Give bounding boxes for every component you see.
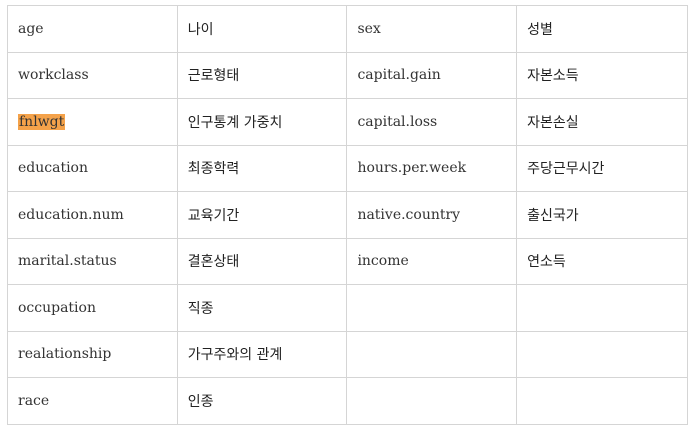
table-row: fnlwgt 인구통계 가중치 capital.loss 자본손실 [7, 98, 688, 146]
korean-label-cell: 최종학력 [176, 144, 348, 192]
variable-name-cell: workclass [7, 51, 178, 99]
table-row: workclass 근로형태 capital.gain 자본소득 [7, 51, 688, 99]
korean-label-cell: 나이 [176, 5, 348, 53]
variable-name: race [18, 392, 50, 409]
korean-label: 근로형태 [187, 68, 240, 85]
variable-name: income [357, 253, 409, 270]
variable-name-cell: education.num [7, 191, 178, 239]
korean-label-cell: 가구주와의 관계 [176, 330, 348, 378]
korean-label: 결혼상태 [187, 254, 240, 271]
variable-name-cell: capital.gain [346, 51, 518, 99]
korean-label: 최종학력 [187, 161, 240, 178]
korean-label-cell: 성별 [516, 5, 688, 53]
table-row: realationship 가구주와의 관계 [7, 330, 688, 378]
table-row: race 인종 [7, 377, 688, 425]
variable-name-cell: native.country [346, 191, 518, 239]
korean-label: 인종 [187, 393, 214, 410]
korean-label-cell: 직종 [176, 284, 348, 332]
korean-label-cell: 연소득 [516, 237, 688, 285]
korean-label: 직종 [187, 300, 214, 317]
empty-cell [516, 284, 688, 332]
korean-label-cell: 출신국가 [516, 191, 688, 239]
variable-name: education [18, 160, 88, 177]
variable-name: capital.gain [357, 67, 441, 84]
variable-name-cell: race [7, 377, 178, 425]
korean-label: 교육기간 [187, 207, 240, 224]
variable-name: education.num [18, 206, 124, 223]
korean-label-cell: 인구통계 가중치 [176, 98, 348, 146]
variable-name-cell: occupation [7, 284, 178, 332]
table-row: education 최종학력 hours.per.week 주당근무시간 [7, 144, 688, 192]
korean-label-cell: 자본손실 [516, 98, 688, 146]
variable-name: sex [357, 20, 381, 37]
korean-label: 성별 [527, 21, 553, 38]
variable-name: hours.per.week [357, 160, 467, 177]
variable-name-cell: hours.per.week [346, 144, 518, 192]
korean-label: 나이 [187, 21, 214, 38]
variable-name-cell: capital.loss [346, 98, 518, 146]
highlighted-variable-name: fnlwgt [18, 113, 66, 130]
korean-label: 출신국가 [527, 207, 579, 224]
variable-name-cell: education [7, 144, 178, 192]
korean-label: 인구통계 가중치 [187, 114, 283, 131]
table-row: age 나이 sex 성별 [7, 5, 688, 53]
variable-name: capital.loss [357, 113, 438, 130]
table-row: education.num 교육기간 native.country 출신국가 [7, 191, 688, 239]
korean-label: 연소득 [527, 254, 566, 271]
variable-name: native.country [357, 206, 461, 223]
variable-name-cell: sex [346, 5, 518, 53]
variable-name-cell: realationship [7, 330, 178, 378]
empty-cell [346, 377, 518, 425]
table-row: marital.status 결혼상태 income 연소득 [7, 237, 688, 285]
korean-label: 가구주와의 관계 [187, 347, 283, 364]
korean-label: 자본손실 [527, 114, 579, 131]
variable-name: occupation [18, 299, 96, 316]
korean-label-cell: 자본소득 [516, 51, 688, 99]
empty-cell [516, 377, 688, 425]
variable-name: workclass [18, 67, 89, 84]
empty-cell [346, 284, 518, 332]
empty-cell [346, 330, 518, 378]
table-row: occupation 직종 [7, 284, 688, 332]
empty-cell [516, 330, 688, 378]
variable-name-cell: marital.status [7, 237, 178, 285]
variable-name: age [18, 20, 44, 37]
korean-label-cell: 근로형태 [176, 51, 348, 99]
korean-label-cell: 인종 [176, 377, 348, 425]
variable-name: realationship [18, 346, 112, 363]
korean-label: 자본소득 [527, 68, 579, 85]
korean-label-cell: 결혼상태 [176, 237, 348, 285]
korean-label: 주당근무시간 [527, 161, 605, 178]
variable-name-cell: income [346, 237, 518, 285]
korean-label-cell: 주당근무시간 [516, 144, 688, 192]
korean-label-cell: 교육기간 [176, 191, 348, 239]
variable-table: age 나이 sex 성별 workclass 근로형태 capital.gai… [7, 5, 688, 425]
variable-name: marital.status [18, 253, 117, 270]
variable-name-cell: age [7, 5, 178, 53]
variable-name-cell: fnlwgt [7, 98, 178, 146]
